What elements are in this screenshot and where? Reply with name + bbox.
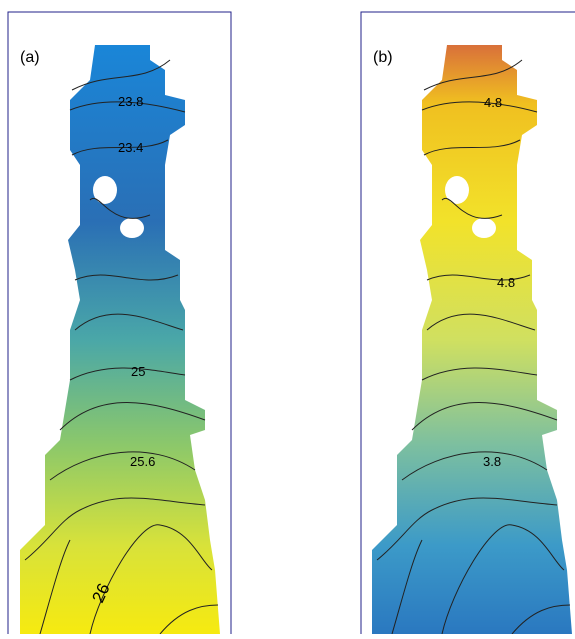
hole bbox=[120, 218, 144, 238]
hole bbox=[472, 218, 496, 238]
contour-label: 4.8 bbox=[497, 275, 515, 290]
contour-label: 23.8 bbox=[118, 94, 143, 109]
panel-label: (b) bbox=[373, 49, 393, 66]
panel-a: (a) 23.8 23.4 25 25.6 26 bbox=[7, 11, 232, 635]
panel-label: (a) bbox=[20, 49, 40, 66]
contour-label: 3.8 bbox=[483, 454, 501, 469]
hole bbox=[93, 176, 117, 204]
contour-label: 4.8 bbox=[484, 95, 502, 110]
frame bbox=[360, 11, 575, 634]
contour-label: 25.6 bbox=[130, 454, 155, 469]
panel-b: (b) 4.8 4.8 3.8 bbox=[360, 11, 575, 635]
contour-label: 23.4 bbox=[118, 140, 143, 155]
contour-label: 25 bbox=[131, 364, 145, 379]
map-shape bbox=[20, 45, 220, 634]
frame bbox=[7, 11, 232, 634]
map-shape bbox=[372, 45, 572, 634]
hole bbox=[445, 176, 469, 204]
